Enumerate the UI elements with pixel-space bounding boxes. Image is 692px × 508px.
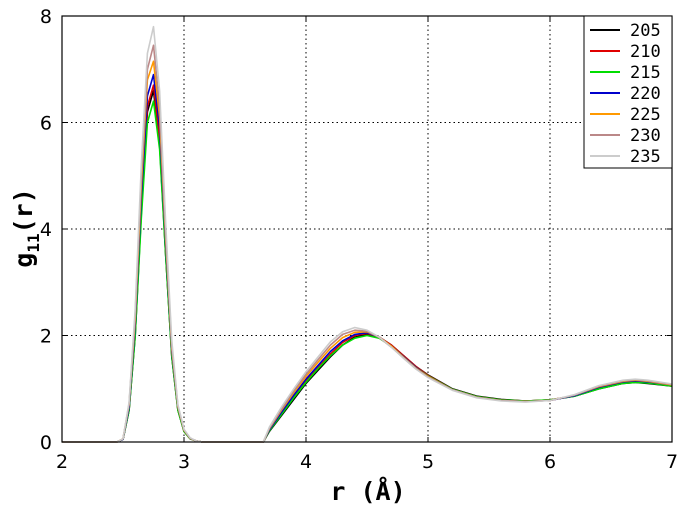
legend-label-210: 210 [630,42,661,62]
grid [62,16,672,442]
x-tick-label: 2 [56,451,68,473]
y-tick-label: 4 [40,219,52,241]
x-tick-label: 3 [178,451,190,473]
legend-label-215: 215 [630,63,661,83]
y-tick-label: 8 [40,6,52,28]
series-line-235 [62,25,673,443]
legend-label-230: 230 [630,126,661,146]
y-tick-label: 2 [40,326,52,348]
legend-label-220: 220 [630,84,661,104]
legend-label-205: 205 [630,21,661,41]
y-axis-title-main: g [9,253,38,268]
series-layer [62,25,673,443]
x-tick-label: 6 [544,451,556,473]
y-tick-label: 0 [40,432,52,454]
x-tick-label: 4 [300,451,312,473]
legend-label-225: 225 [630,105,661,125]
x-axis-title: r (Å) [330,477,405,506]
x-tick-label: 7 [666,451,678,473]
y-axis-title-subscript: 11 [24,233,43,252]
y-axis-title: g11(r) [9,188,43,267]
y-tick-label: 6 [40,113,52,135]
x-tick-label: 5 [422,451,434,473]
y-axis-title-suffix: (r) [9,188,38,233]
legend-label-235: 235 [630,147,661,167]
